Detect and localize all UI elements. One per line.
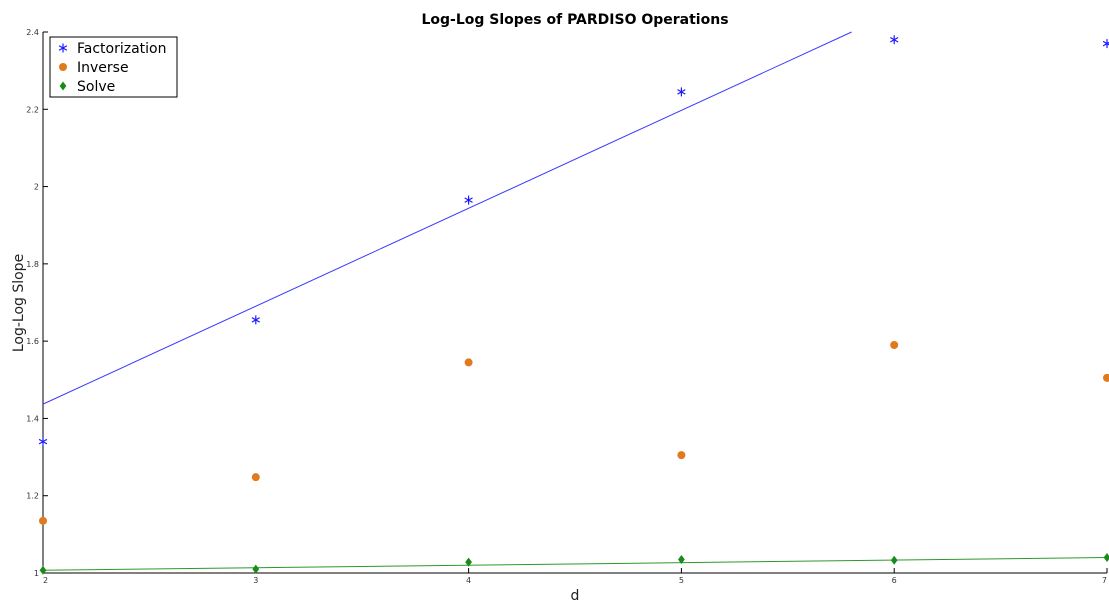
solve-point <box>39 565 47 575</box>
factorization-point <box>677 87 686 97</box>
solve-point <box>890 555 898 565</box>
factorization-point <box>890 35 899 45</box>
legend-item-solve: Solve <box>59 79 115 95</box>
y-tick-label: 2 <box>34 183 39 192</box>
legend-item-inverse: Inverse <box>59 60 129 76</box>
legend-factorization-marker <box>58 43 68 53</box>
legend-item-factorization: Factorization <box>58 41 167 57</box>
legend-inverse-marker <box>59 63 67 71</box>
legend-factorization-label: Factorization <box>77 41 167 57</box>
y-tick-label: 1.8 <box>26 260 39 269</box>
x-tick-label: 6 <box>892 576 897 585</box>
legend-inverse-label: Inverse <box>77 60 129 76</box>
chart-title: Log-Log Slopes of PARDISO Operations <box>421 12 728 28</box>
factorization-point <box>38 437 48 447</box>
y-axis-title: Log-Log Slope <box>11 254 27 352</box>
inverse-point <box>251 473 260 482</box>
inverse-point <box>677 451 686 460</box>
solve-point <box>678 554 685 564</box>
factorization-point <box>1102 39 1109 49</box>
solve-point <box>465 557 472 567</box>
fit_solve-line <box>42 557 1108 571</box>
y-tick-label: 1.2 <box>26 492 39 501</box>
fit_factorization-line <box>42 31 852 405</box>
y-tick-label: 1.4 <box>26 414 39 423</box>
inverse-point <box>464 358 473 367</box>
solve-point <box>1103 553 1109 563</box>
x-axis-title: d <box>571 588 580 604</box>
legend-solve-marker <box>59 81 67 91</box>
y-tick-label: 1.6 <box>26 337 39 346</box>
x-tick-label: 3 <box>253 576 258 585</box>
y-tick-label: 1 <box>34 569 39 578</box>
factorization-point <box>464 195 473 205</box>
x-tick-label: 2 <box>43 576 48 585</box>
inverse-point <box>39 516 47 525</box>
x-tick-label: 7 <box>1102 576 1107 585</box>
plot-area: 2 3 4 5 6 7 1 1.2 1.4 1.6 1.8 2 2.2 2.4 <box>26 28 1109 585</box>
y-tick-label: 2.2 <box>26 105 39 114</box>
factorization-point <box>251 315 260 325</box>
legend-solve-label: Solve <box>77 79 115 95</box>
legend-box <box>49 36 178 98</box>
x-tick-label: 5 <box>679 576 684 585</box>
inverse-point <box>1103 373 1109 382</box>
solve-point <box>252 564 260 574</box>
y-tick-label: 2.4 <box>26 28 39 37</box>
x-tick-label: 4 <box>466 576 471 585</box>
inverse-point <box>890 341 899 350</box>
legend: Factorization Inverse Solve <box>49 36 178 98</box>
